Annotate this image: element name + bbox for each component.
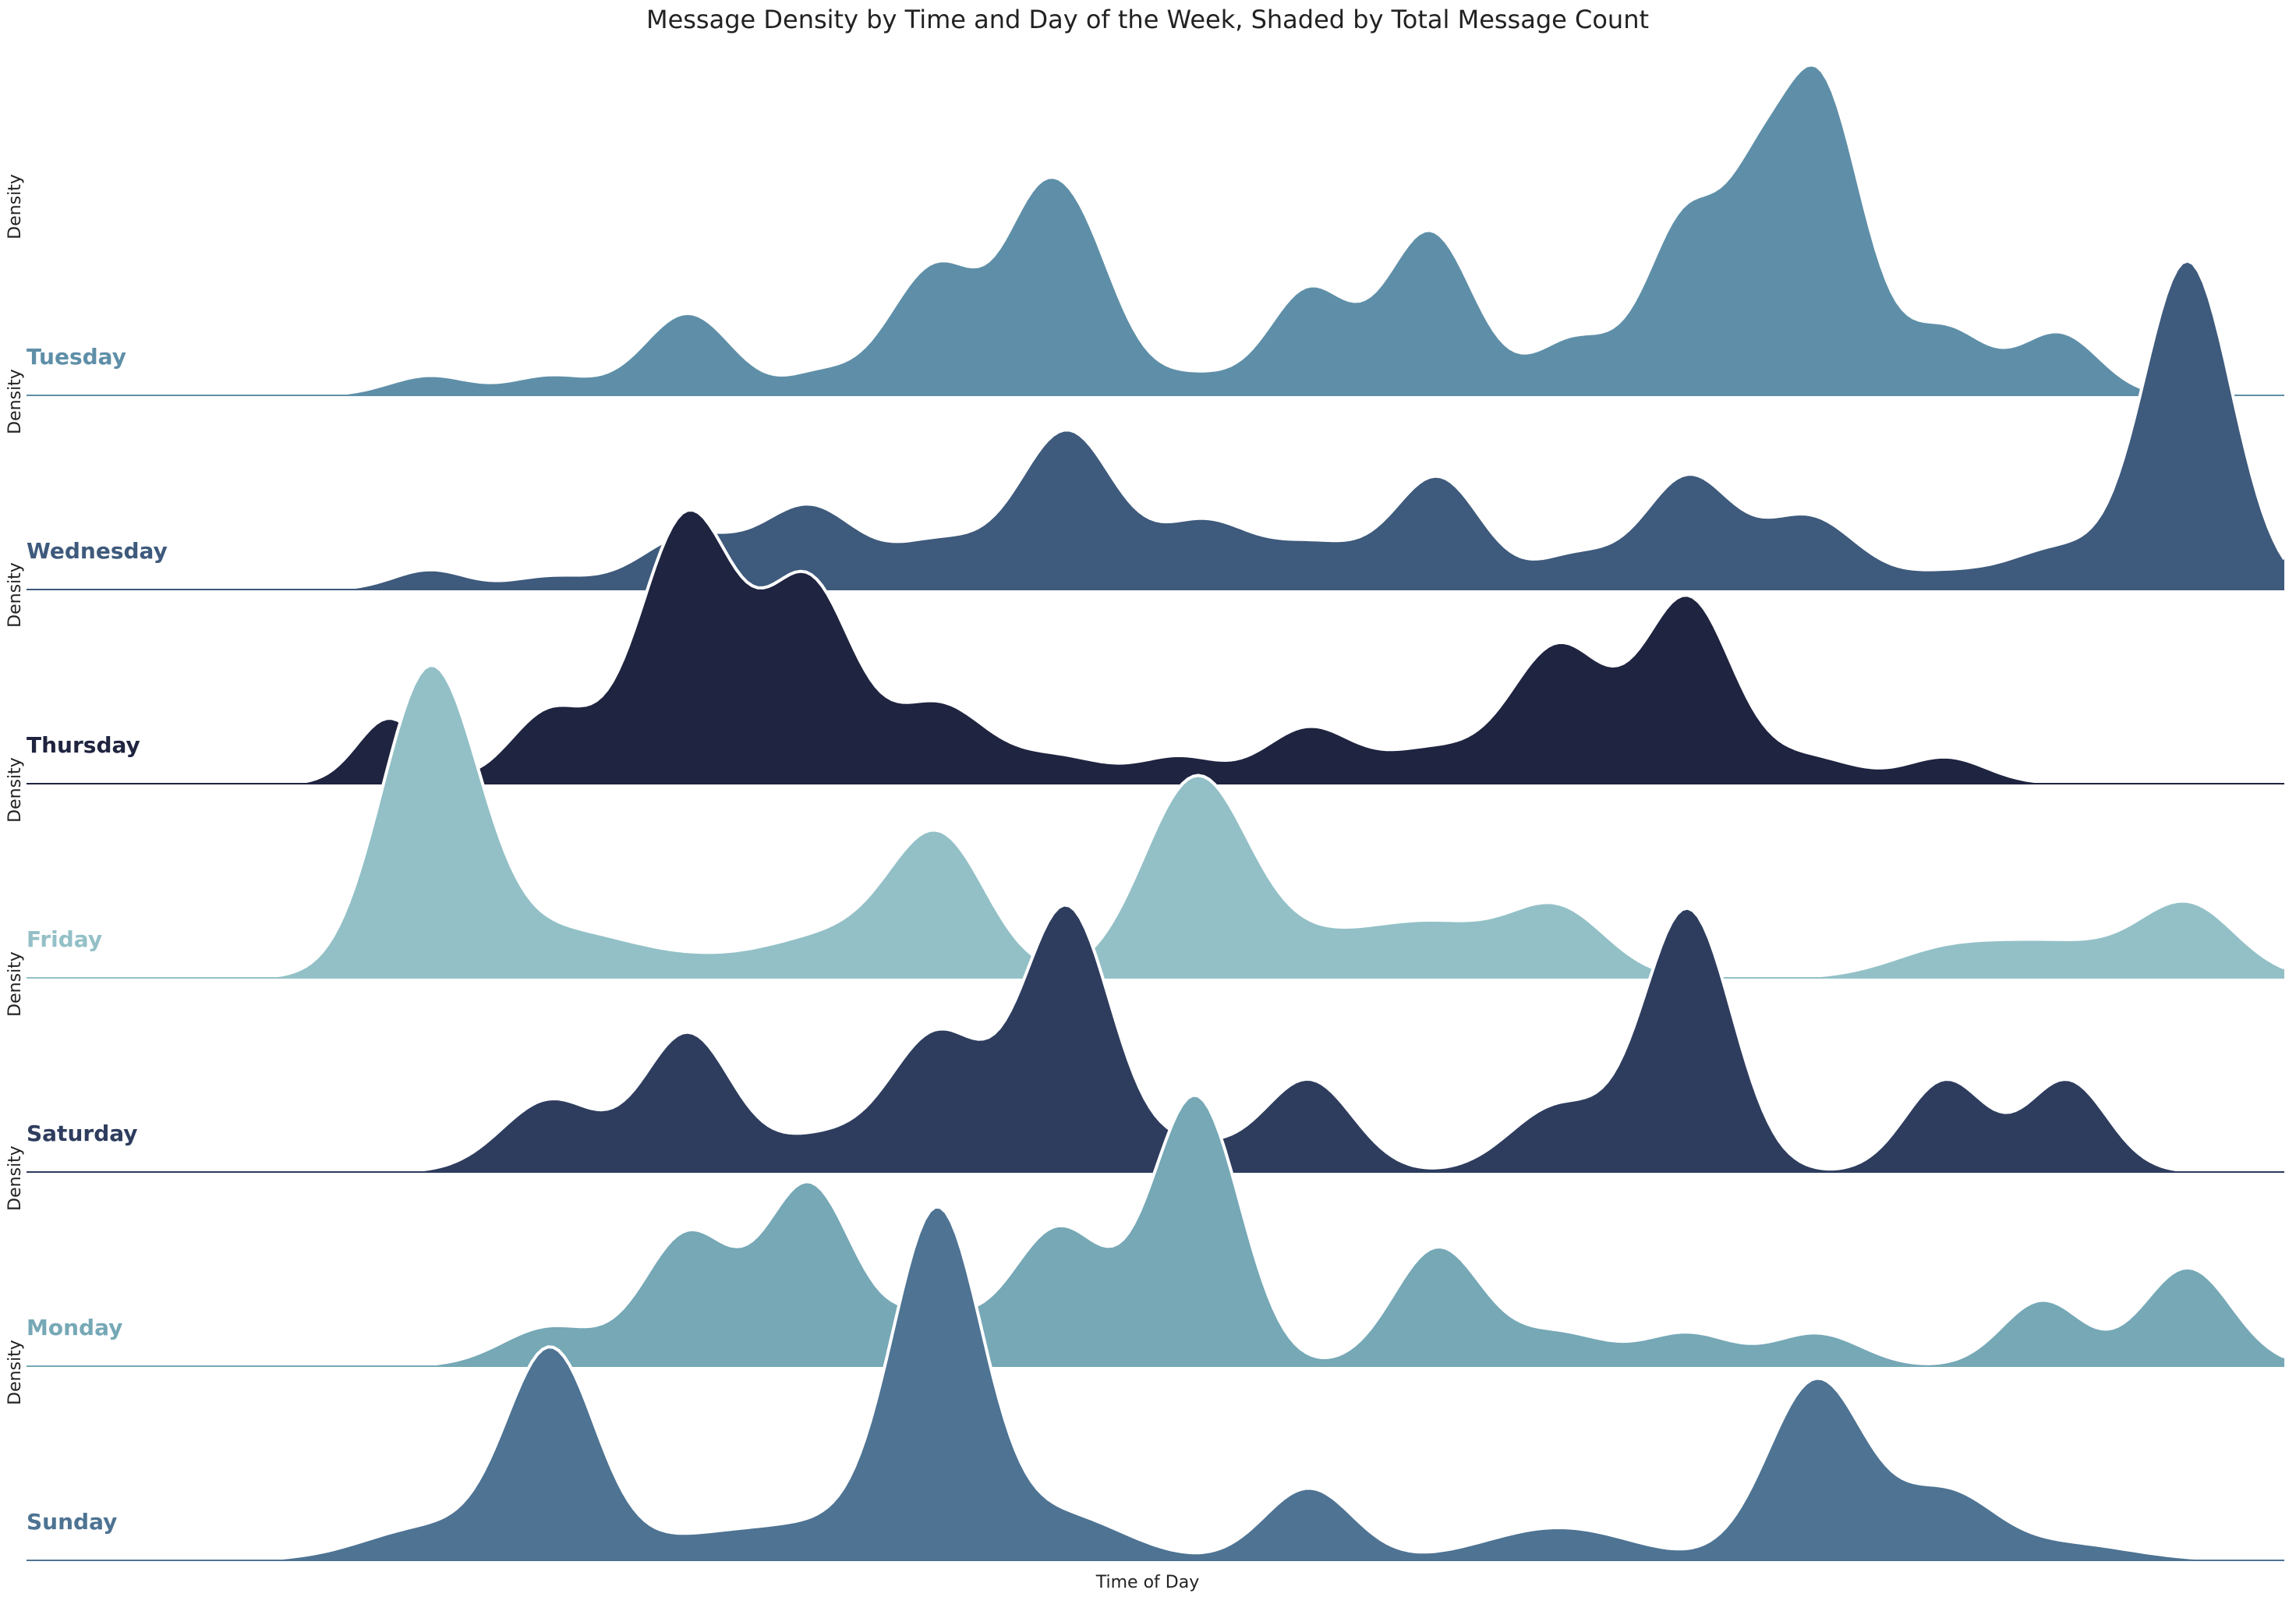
ridge-outline-wednesday — [27, 259, 2286, 591]
y-axis-label-2: Density — [5, 369, 25, 434]
y-axis-label-5: Density — [5, 951, 25, 1017]
ridge-area-sunday — [27, 1206, 2284, 1560]
y-axis-label-1: Density — [5, 174, 25, 239]
y-axis-label-4: Density — [5, 757, 25, 823]
ridge-area-friday — [27, 665, 2284, 978]
ridge-area-thursday — [27, 510, 2284, 784]
ridge-outline-tuesday — [27, 62, 2284, 397]
day-label-monday: Monday — [27, 1315, 122, 1340]
ridge-friday — [27, 664, 2285, 979]
y-axis-labels: Density Density Density Density Density Densi… — [5, 174, 25, 1405]
ridges-group — [27, 62, 2286, 1562]
chart-title: Message Density by Time and Day of the W… — [646, 5, 1649, 34]
y-axis-label-7: Density — [5, 1340, 25, 1405]
y-axis-label-3: Density — [5, 562, 25, 628]
y-axis-label-6: Density — [5, 1146, 25, 1211]
day-label-tuesday: Tuesday — [27, 344, 126, 370]
ridge-outline-friday — [27, 664, 2285, 979]
day-label-wednesday: Wednesday — [27, 538, 168, 564]
x-axis-label: Time of Day — [1095, 1573, 1199, 1592]
day-label-saturday: Saturday — [27, 1121, 138, 1146]
day-label-thursday: Thursday — [27, 732, 140, 758]
ridge-tuesday — [27, 62, 2284, 397]
ridge-wednesday — [27, 259, 2286, 591]
day-label-friday: Friday — [27, 926, 102, 952]
ridge-outline-sunday — [27, 1205, 2284, 1562]
ridge-sunday — [27, 1205, 2284, 1562]
ridge-monday — [27, 1093, 2285, 1368]
ridge-area-monday — [27, 1095, 2284, 1366]
day-labels: Tuesday Wednesday Thursday Friday Saturday Mo… — [27, 344, 168, 1535]
ridge-area-tuesday — [27, 64, 2284, 396]
day-label-sunday: Sunday — [27, 1509, 117, 1535]
ridge-area-wednesday — [27, 260, 2284, 590]
